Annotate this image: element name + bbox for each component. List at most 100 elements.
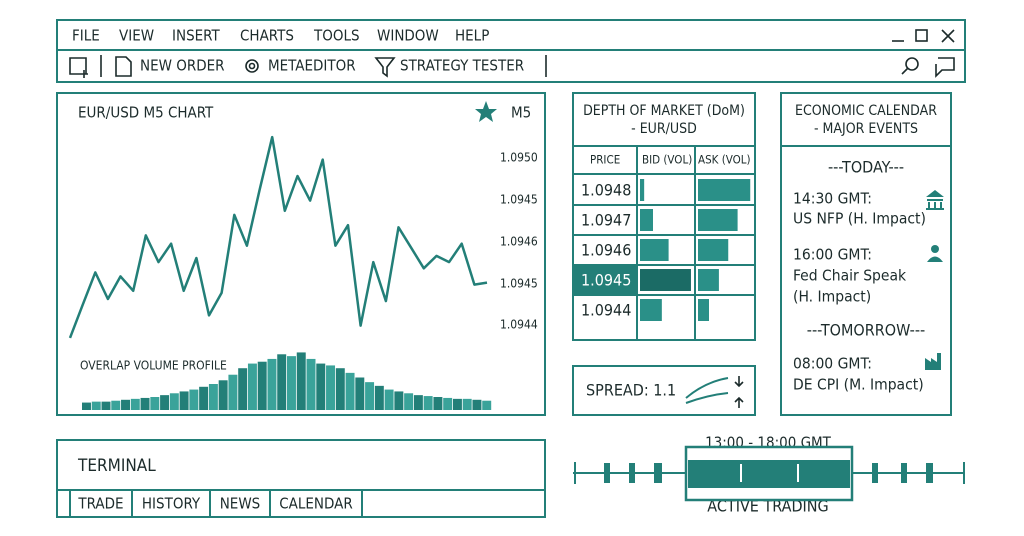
volume-bar bbox=[316, 363, 326, 410]
search-icon[interactable] bbox=[901, 67, 909, 75]
tab[interactable] bbox=[131, 489, 211, 518]
menu-item[interactable]: HELP bbox=[455, 27, 489, 45]
person-icon bbox=[927, 256, 943, 262]
ask-bar bbox=[698, 299, 709, 321]
volume-bar bbox=[433, 397, 443, 410]
price-line bbox=[68, 135, 488, 339]
volume-bar bbox=[452, 398, 462, 410]
ask-bar bbox=[698, 179, 751, 201]
order-icon bbox=[115, 56, 132, 77]
menu-item[interactable]: CHARTS bbox=[240, 27, 294, 45]
tab-label[interactable]: CALENDAR bbox=[279, 495, 353, 513]
dom-subtitle: - EUR/USD bbox=[631, 121, 697, 137]
spread: SPREAD: 1.1 bbox=[586, 381, 676, 400]
favorite-star[interactable] bbox=[475, 101, 497, 122]
close[interactable] bbox=[941, 29, 955, 43]
volume-bar bbox=[101, 401, 111, 410]
price-label: 1.0945 bbox=[500, 277, 538, 291]
tab-label[interactable]: NEWS bbox=[220, 495, 261, 513]
volume-bar bbox=[306, 358, 316, 410]
volume-bar bbox=[355, 377, 365, 410]
event-text: 08:00 GMT: bbox=[793, 355, 872, 373]
volume-bar bbox=[91, 401, 101, 410]
menu-item[interactable]: TOOLS bbox=[313, 27, 360, 45]
spread-panel bbox=[572, 365, 756, 416]
bid-bar bbox=[640, 299, 662, 321]
person-icon bbox=[931, 245, 939, 253]
bid-bar bbox=[640, 209, 653, 231]
highlight-cell bbox=[574, 266, 636, 294]
volume-bar bbox=[160, 395, 170, 410]
menu-item[interactable]: INSERT bbox=[172, 27, 220, 45]
volume-bar bbox=[111, 400, 121, 410]
ask-bar bbox=[698, 269, 719, 291]
chat-icon[interactable] bbox=[935, 57, 955, 78]
toolbar-button[interactable]: METAEDITOR bbox=[268, 57, 356, 75]
ask-bar bbox=[698, 209, 738, 231]
event-text: 14:30 GMT: bbox=[793, 190, 872, 208]
volume-bar bbox=[150, 397, 160, 410]
column-header: ASK (VOL) bbox=[698, 153, 751, 167]
volume-bar bbox=[82, 402, 91, 410]
volume-bar bbox=[238, 368, 248, 410]
gear-icon bbox=[248, 62, 256, 70]
tick bbox=[872, 463, 878, 483]
volume-bar bbox=[384, 389, 394, 410]
window-controls bbox=[69, 29, 955, 78]
tick bbox=[926, 463, 933, 483]
volume-bar bbox=[247, 363, 257, 410]
tab[interactable] bbox=[69, 489, 133, 518]
event-text: (H. Impact) bbox=[793, 288, 871, 306]
search-icon[interactable] bbox=[905, 57, 919, 71]
volume-bar bbox=[169, 393, 179, 410]
price-label: 1.0944 bbox=[500, 318, 538, 332]
calendar-title: ECONOMIC CALENDAR bbox=[795, 103, 937, 119]
timeline-marks bbox=[574, 445, 965, 502]
toolbar-button[interactable]: STRATEGY TESTER bbox=[400, 57, 524, 75]
volume-bar bbox=[335, 368, 345, 410]
volume-bar bbox=[121, 399, 131, 410]
timeframe[interactable]: M5 bbox=[511, 104, 531, 122]
menu-item[interactable]: VIEW bbox=[119, 27, 154, 45]
volume-bar bbox=[443, 397, 453, 410]
volume-bar bbox=[345, 372, 355, 410]
new-chart-icon[interactable] bbox=[69, 57, 88, 78]
section-label: ---TODAY--- bbox=[828, 158, 904, 177]
funnel-icon bbox=[374, 57, 396, 78]
price-label: 1.0945 bbox=[500, 193, 538, 207]
volume-bar bbox=[482, 400, 492, 410]
price-cell: 1.0947 bbox=[581, 211, 631, 230]
column-header: PRICE bbox=[590, 153, 620, 167]
tick bbox=[740, 464, 742, 482]
bid-bar bbox=[640, 269, 691, 291]
volume-bar bbox=[287, 356, 296, 410]
price-cell: 1.0944 bbox=[581, 301, 631, 320]
volume-bar bbox=[130, 398, 140, 410]
volume-bar bbox=[208, 384, 218, 410]
volume-bar bbox=[296, 352, 306, 410]
chart-title: EUR/USD M5 CHART bbox=[78, 104, 214, 122]
volume-bar bbox=[179, 391, 189, 410]
event-text: DE CPI (M. Impact) bbox=[793, 376, 924, 394]
volume-bar bbox=[413, 395, 423, 410]
volume-bar bbox=[228, 374, 238, 410]
tab-label[interactable]: TRADE bbox=[77, 495, 123, 513]
tick bbox=[604, 463, 610, 483]
maximize[interactable] bbox=[915, 29, 928, 42]
menu-item[interactable]: FILE bbox=[72, 27, 100, 45]
toolbar-button[interactable]: NEW ORDER bbox=[140, 57, 225, 75]
tab[interactable] bbox=[209, 489, 271, 518]
event-text: 16:00 GMT: bbox=[793, 246, 872, 264]
volume-bar bbox=[140, 397, 150, 410]
price-label: 1.0950 bbox=[500, 151, 538, 165]
dom-title: DEPTH OF MARKET (DoM) bbox=[583, 103, 745, 119]
tab-label[interactable]: HISTORY bbox=[142, 495, 201, 513]
volume-bar bbox=[257, 361, 267, 410]
spread-icon bbox=[685, 377, 729, 404]
tab[interactable] bbox=[269, 489, 363, 518]
gear-icon bbox=[245, 59, 259, 73]
menu-item[interactable]: WINDOW bbox=[377, 27, 439, 45]
active-band bbox=[688, 460, 850, 488]
column-header: BID (VOL) bbox=[642, 153, 692, 167]
